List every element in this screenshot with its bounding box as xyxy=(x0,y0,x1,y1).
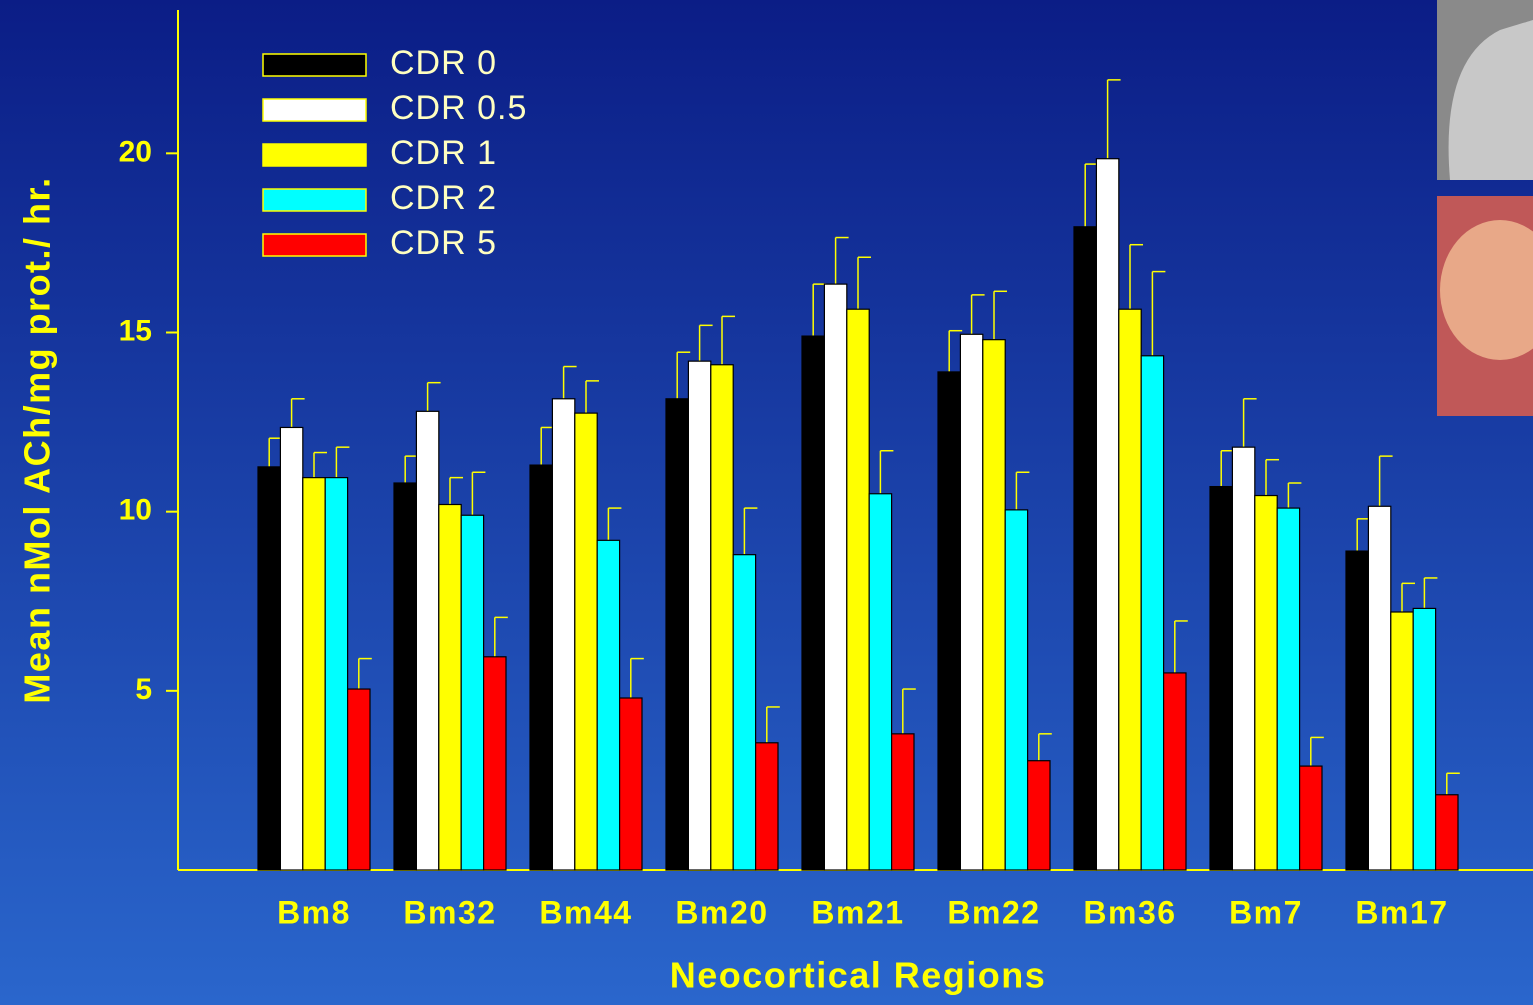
bar xyxy=(847,309,869,870)
x-tick-label: Bm7 xyxy=(1229,894,1303,930)
y-tick-label: 5 xyxy=(135,673,152,706)
bar xyxy=(461,515,483,870)
x-axis-title: Neocortical Regions xyxy=(670,955,1047,996)
page: {"chart_data": {"type": "bar", "x_label"… xyxy=(0,0,1533,1005)
bar xyxy=(983,340,1005,870)
bar xyxy=(484,657,506,870)
bar xyxy=(869,494,891,870)
legend-swatch xyxy=(263,189,366,211)
x-tick-label: Bm44 xyxy=(539,894,632,930)
bar xyxy=(1413,608,1435,870)
bar xyxy=(733,555,755,870)
x-tick-label: Bm36 xyxy=(1083,894,1176,930)
bar xyxy=(1074,227,1096,870)
y-tick-label: 10 xyxy=(119,494,152,527)
x-tick-label: Bm17 xyxy=(1355,894,1448,930)
bar xyxy=(1028,761,1050,870)
bar xyxy=(1346,551,1368,870)
bar xyxy=(1141,356,1163,870)
bar xyxy=(552,399,574,870)
bar xyxy=(1436,795,1458,870)
legend-label: CDR 5 xyxy=(390,224,497,262)
bar xyxy=(597,540,619,870)
y-tick-label: 15 xyxy=(119,314,152,347)
legend-label: CDR 0 xyxy=(390,44,497,82)
bar xyxy=(530,465,552,870)
bar xyxy=(1368,506,1390,870)
bar xyxy=(892,734,914,870)
bar xyxy=(960,334,982,870)
x-tick-label: Bm32 xyxy=(403,894,496,930)
bar xyxy=(938,372,960,870)
bar xyxy=(1391,612,1413,870)
x-tick-label: Bm20 xyxy=(675,894,768,930)
bar xyxy=(394,483,416,870)
y-axis-title: Mean nMol ACh/mg prot./ hr. xyxy=(17,176,58,703)
legend-label: CDR 0.5 xyxy=(390,89,527,127)
y-tick-label: 20 xyxy=(119,135,152,168)
bar xyxy=(824,284,846,870)
bar xyxy=(280,427,302,870)
bar xyxy=(688,361,710,870)
bar xyxy=(1096,159,1118,870)
x-tick-label: Bm8 xyxy=(277,894,351,930)
bar xyxy=(1300,766,1322,870)
legend-label: CDR 1 xyxy=(390,134,497,172)
bar xyxy=(756,743,778,870)
legend-swatch xyxy=(263,99,366,121)
bar xyxy=(258,467,280,870)
legend-swatch xyxy=(263,234,366,256)
bar xyxy=(1210,487,1232,870)
bar xyxy=(1232,447,1254,870)
bar xyxy=(303,478,325,870)
bar xyxy=(802,336,824,870)
bar xyxy=(1005,510,1027,870)
bar xyxy=(711,365,733,870)
bar xyxy=(1164,673,1186,870)
x-tick-label: Bm21 xyxy=(811,894,904,930)
bar xyxy=(1119,309,1141,870)
bar xyxy=(575,413,597,870)
bar xyxy=(325,478,347,870)
bar xyxy=(1255,496,1277,870)
chart: Mean nMol ACh/mg prot./ hr. Neocortical … xyxy=(0,0,1533,1005)
x-tick-label: Bm22 xyxy=(947,894,1040,930)
bar xyxy=(1277,508,1299,870)
bar xyxy=(348,689,370,870)
bar xyxy=(620,698,642,870)
legend-swatch xyxy=(263,54,366,76)
bar xyxy=(416,411,438,870)
legend-label: CDR 2 xyxy=(390,179,497,217)
bar xyxy=(439,505,461,871)
legend-swatch xyxy=(263,144,366,166)
bar xyxy=(666,399,688,870)
